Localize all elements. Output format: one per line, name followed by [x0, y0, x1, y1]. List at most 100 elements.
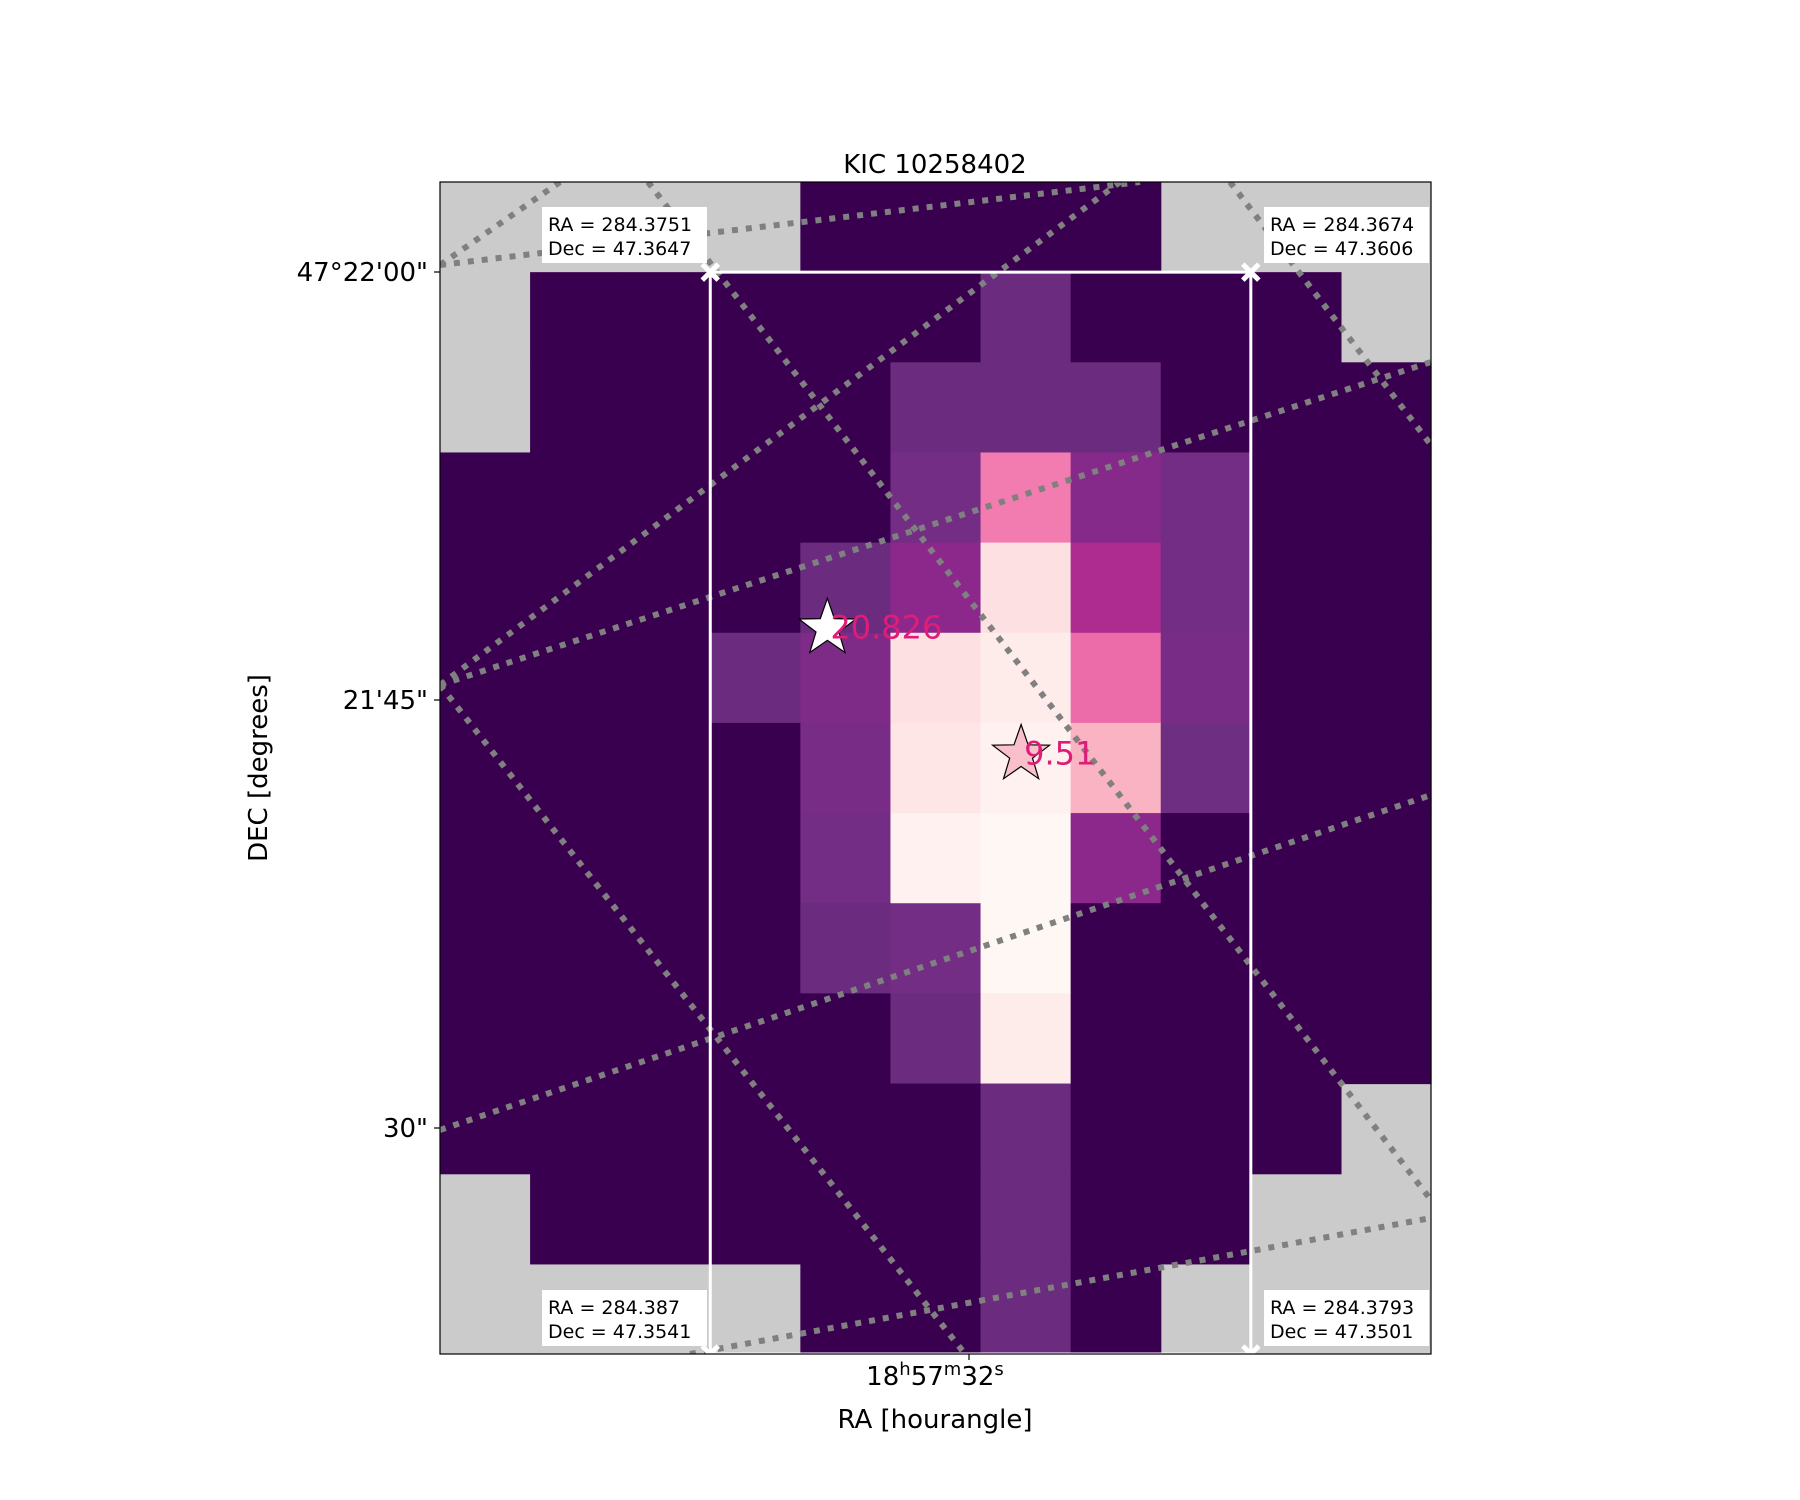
- pixel-cell: [530, 1173, 621, 1265]
- pixel-cell: [890, 362, 982, 454]
- star-marker: [797, 596, 858, 654]
- pixel-cell: [980, 1173, 1072, 1265]
- pixel-cell: [1250, 632, 1342, 724]
- pixel-cell: [1070, 993, 1162, 1085]
- pixel-cell: [620, 362, 711, 454]
- corner-ra: RA = 284.3793: [1270, 1297, 1414, 1319]
- pixel-cell: [620, 722, 711, 814]
- grid-line: [440, 182, 1122, 688]
- pixel-cell: [440, 452, 531, 544]
- pixel-cell: [1340, 903, 1432, 994]
- x-axis-label: RA [hourangle]: [837, 1405, 1032, 1435]
- corner-marker: [700, 262, 721, 282]
- pixel-cell: [1070, 542, 1162, 634]
- corner-dec: Dec = 47.3541: [548, 1321, 691, 1343]
- pixel-cell: [980, 1083, 1072, 1175]
- pixel-cell: [530, 903, 621, 994]
- pixel-cell: [1250, 903, 1342, 994]
- pixel-cell: [1250, 1083, 1342, 1175]
- pixel-cell: [710, 362, 801, 454]
- pixel-cell: [800, 1173, 892, 1265]
- pixel-cell: [800, 182, 892, 273]
- pixel-cell: [1250, 452, 1342, 544]
- star-magnitude-label: 9.51: [1024, 734, 1095, 772]
- pixel-cell: [800, 813, 892, 904]
- grid-line: [440, 683, 968, 1354]
- pixel-cell: [530, 362, 621, 454]
- pixel-cell: [440, 813, 531, 904]
- grid-line: [645, 182, 1431, 1202]
- pixel-cell: [1070, 1263, 1162, 1355]
- x-tick-part: 32: [961, 1362, 994, 1392]
- pixel-cell: [530, 632, 621, 724]
- pixel-cell: [1340, 722, 1432, 814]
- pixel-cell: [800, 452, 892, 544]
- pixel-cell: [620, 542, 711, 634]
- pixel-cell: [1160, 993, 1252, 1085]
- pixel-cell: [890, 1083, 982, 1175]
- pixel-cell: [620, 272, 711, 363]
- pixel-cell: [1340, 632, 1432, 724]
- pixel-cell: [1160, 272, 1252, 363]
- pixel-cell: [710, 632, 801, 724]
- corner-label-box: [1264, 207, 1429, 263]
- pixel-cell: [1070, 1173, 1162, 1265]
- y-tick-label: 30": [383, 1114, 428, 1144]
- x-tick-superscript: h: [899, 1359, 910, 1380]
- pixel-cell: [890, 722, 982, 814]
- x-tick-part: 18: [866, 1362, 899, 1392]
- pixel-cell: [890, 182, 982, 273]
- pixel-cell: [1160, 362, 1252, 454]
- pixel-cell: [890, 813, 982, 904]
- corner-label-box: [542, 207, 707, 263]
- pixel-cell: [980, 542, 1072, 634]
- pixel-cell: [890, 542, 982, 634]
- pixel-cell: [800, 993, 892, 1085]
- pixel-cell: [1160, 1083, 1252, 1175]
- pixel-cell: [1070, 272, 1162, 363]
- star-magnitude-label: 20.826: [830, 608, 942, 646]
- pixel-cell: [1160, 452, 1252, 544]
- x-tick-label: 18h57m32s: [866, 1359, 1004, 1393]
- y-tick-label: 21'45": [343, 686, 428, 716]
- pixel-cell: [1070, 903, 1162, 994]
- pixel-cell: [1160, 1173, 1252, 1265]
- pixel-cell: [620, 903, 711, 994]
- pixel-cell: [710, 813, 801, 904]
- pixel-cell: [1160, 632, 1252, 724]
- pixel-cell: [710, 993, 801, 1085]
- pixel-layer: [440, 182, 1432, 1355]
- pixel-cell: [980, 813, 1072, 904]
- chart-title: KIC 10258402: [843, 150, 1026, 180]
- pixel-cell: [980, 272, 1072, 363]
- pixel-cell: [620, 993, 711, 1085]
- pixel-cell: [440, 993, 531, 1085]
- pixel-cell: [710, 903, 801, 994]
- pixel-cell: [1340, 452, 1432, 544]
- pixel-cell: [530, 813, 621, 904]
- pixel-cell: [980, 1263, 1072, 1355]
- plot-frame: [439, 181, 1432, 1355]
- pixel-cell: [710, 542, 801, 634]
- pixel-cell: [800, 903, 892, 994]
- pixel-cell: [620, 813, 711, 904]
- pixel-cell: [980, 362, 1072, 454]
- y-axis-label: DEC [degrees]: [244, 674, 274, 862]
- corner-dec: Dec = 47.3501: [1270, 1321, 1413, 1343]
- pixel-cell: [980, 993, 1072, 1085]
- pixel-cell: [440, 542, 531, 634]
- pixel-cell: [440, 722, 531, 814]
- pixel-cell: [530, 542, 621, 634]
- pixel-cell: [530, 993, 621, 1085]
- y-axis: 47°22'00" 21'45" 30": [297, 258, 440, 1144]
- pixel-cell: [1250, 272, 1342, 363]
- pixel-cell: [890, 993, 982, 1085]
- corner-label-box: [542, 1290, 707, 1346]
- corner-dec: Dec = 47.3606: [1270, 238, 1413, 260]
- pixel-cell: [530, 1083, 621, 1175]
- pixel-cell: [980, 632, 1072, 724]
- pixel-cell: [890, 1263, 982, 1355]
